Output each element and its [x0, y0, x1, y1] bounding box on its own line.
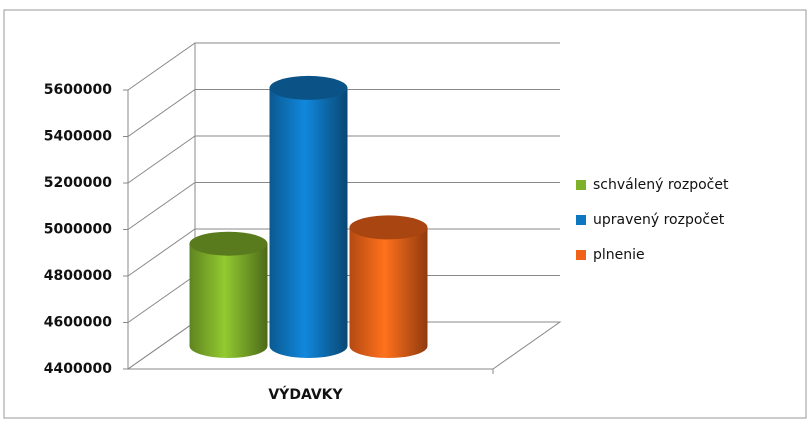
- y-tick-label: 4800000: [44, 268, 112, 284]
- y-tick-label: 4600000: [44, 315, 112, 331]
- grid-line: [127, 182, 560, 230]
- bar-top: [349, 215, 428, 240]
- legend-swatch: [576, 180, 586, 190]
- y-tick-label: 5400000: [44, 129, 112, 145]
- bar: [189, 243, 268, 358]
- grid-line: [127, 42, 560, 91]
- bar-top: [269, 75, 348, 100]
- bar: [269, 87, 348, 359]
- bar-top: [189, 231, 268, 256]
- legend-label: upravený rozpočet: [593, 212, 725, 228]
- grid-line: [127, 228, 560, 277]
- grid-line: [127, 89, 560, 137]
- legend-label: plnenie: [593, 247, 645, 263]
- y-tick-label: 4400000: [44, 361, 112, 377]
- x-tick-label: VÝDAVKY: [268, 385, 343, 403]
- legend-swatch: [576, 215, 586, 225]
- legend-label: schválený rozpočet: [593, 177, 729, 193]
- y-tick-label: 5200000: [44, 175, 112, 191]
- y-tick-label: 5600000: [44, 82, 112, 98]
- grid-line: [127, 135, 560, 184]
- bar: [349, 227, 428, 358]
- legend-swatch: [576, 250, 586, 260]
- y-tick-label: 5000000: [44, 222, 112, 238]
